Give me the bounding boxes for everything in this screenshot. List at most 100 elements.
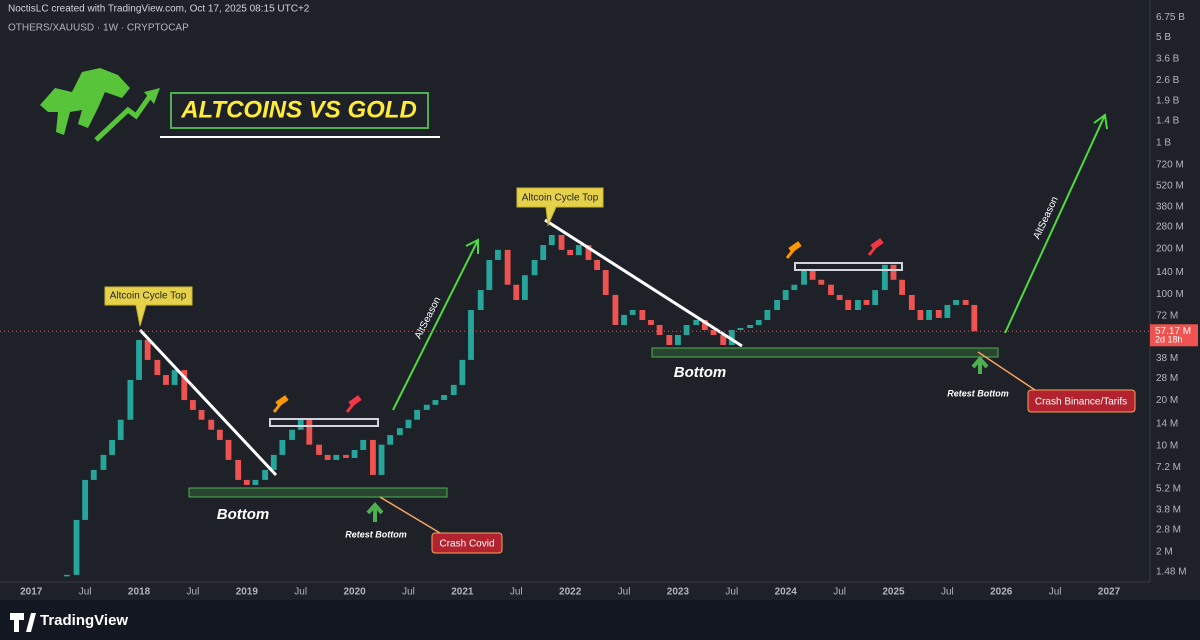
candle-body bbox=[666, 335, 673, 346]
candle-body bbox=[252, 479, 259, 485]
callout-box bbox=[104, 286, 193, 327]
candle-body bbox=[333, 454, 340, 460]
y-tick-label: 1.4 B bbox=[1156, 116, 1180, 127]
candle-body bbox=[863, 299, 870, 305]
y-tick-label: 5.2 M bbox=[1156, 484, 1181, 495]
candle-body bbox=[612, 294, 619, 325]
y-tick-label: 72 M bbox=[1156, 311, 1178, 322]
candle-body bbox=[908, 294, 915, 310]
x-tick-label: Jul bbox=[725, 587, 738, 598]
y-tick-label: 7.2 M bbox=[1156, 462, 1181, 473]
candles bbox=[63, 234, 978, 577]
x-tick-label: 2020 bbox=[343, 587, 366, 598]
y-tick-label: 380 M bbox=[1156, 201, 1184, 212]
x-tick-label: 2022 bbox=[559, 587, 582, 598]
y-tick-label: 1.48 M bbox=[1156, 566, 1187, 577]
hammer-icon bbox=[867, 238, 884, 256]
candle-body bbox=[423, 404, 430, 410]
candle-body bbox=[360, 439, 367, 450]
y-tick-label: 3.6 B bbox=[1156, 53, 1180, 64]
candle-body bbox=[63, 574, 70, 577]
candle-body bbox=[855, 299, 861, 310]
candle-body bbox=[720, 335, 727, 346]
callout-box bbox=[431, 532, 503, 554]
candle-body bbox=[656, 324, 663, 336]
x-tick-label: Jul bbox=[510, 587, 523, 598]
x-tick-label: 2019 bbox=[236, 587, 259, 598]
candle-body bbox=[109, 439, 115, 455]
bull-logo bbox=[40, 68, 160, 142]
bottom-label: Bottom bbox=[674, 364, 727, 381]
x-tick-label: 2021 bbox=[451, 587, 474, 598]
candle-body bbox=[405, 419, 412, 429]
candle-body bbox=[117, 419, 124, 440]
candle-body bbox=[171, 370, 178, 385]
candle-body bbox=[836, 294, 843, 300]
retest-label: Retest Bottom bbox=[947, 388, 1009, 398]
y-tick-label: 3.8 M bbox=[1156, 504, 1181, 515]
x-tick-label: Jul bbox=[833, 587, 846, 598]
candle-body bbox=[675, 335, 681, 346]
candle-body bbox=[316, 444, 322, 455]
candle-body bbox=[477, 290, 484, 310]
x-tick-label: 2018 bbox=[128, 587, 151, 598]
background bbox=[0, 0, 1200, 600]
candle-body bbox=[872, 290, 879, 305]
callout-pointer bbox=[379, 496, 441, 534]
candle-body bbox=[163, 375, 169, 385]
credit: NoctisLC created with TradingView.com, O… bbox=[8, 4, 310, 15]
y-tick-label: 14 M bbox=[1156, 418, 1178, 429]
candle-body bbox=[136, 339, 142, 380]
candle-body bbox=[190, 400, 196, 410]
candle-body bbox=[521, 275, 528, 300]
candle-body bbox=[495, 249, 501, 260]
candle-body bbox=[144, 339, 151, 360]
candle-body bbox=[279, 439, 286, 455]
candle-body bbox=[387, 435, 394, 445]
candle-body bbox=[414, 409, 421, 420]
candle-body bbox=[747, 324, 754, 328]
candle-body bbox=[567, 249, 574, 256]
trendline bbox=[544, 218, 743, 348]
callout-pointer bbox=[977, 351, 1036, 391]
up-arrow bbox=[366, 501, 384, 522]
callout-box bbox=[1027, 389, 1136, 413]
candle-body bbox=[235, 459, 242, 480]
x-tick-label: 2026 bbox=[990, 587, 1013, 598]
candle-body bbox=[845, 299, 852, 310]
candle-body bbox=[450, 384, 457, 396]
candle-body bbox=[774, 299, 780, 310]
candle-body bbox=[791, 284, 798, 291]
candle-body bbox=[818, 279, 825, 285]
bottom-label: Bottom bbox=[217, 506, 270, 523]
x-tick-label: Jul bbox=[1049, 587, 1062, 598]
candle-body bbox=[90, 469, 97, 480]
footer bbox=[0, 600, 1200, 640]
callout-box bbox=[516, 187, 604, 227]
hammer-icon bbox=[272, 395, 289, 413]
y-tick-label: 5 B bbox=[1156, 32, 1171, 43]
y-tick-label: 38 M bbox=[1156, 353, 1178, 364]
candle-body bbox=[639, 309, 646, 320]
candle-body bbox=[881, 264, 888, 291]
candle-body bbox=[755, 319, 762, 325]
candle-body bbox=[343, 454, 349, 458]
candle-body bbox=[764, 309, 771, 320]
candle-body bbox=[944, 304, 951, 318]
altseason-arrow bbox=[392, 238, 479, 411]
callout-text: Altcoin Cycle Top bbox=[522, 193, 599, 204]
resistance-box bbox=[794, 262, 903, 271]
candle-body bbox=[548, 234, 555, 246]
candle-body bbox=[728, 329, 735, 346]
candle-body bbox=[486, 259, 493, 291]
x-tick-label: 2027 bbox=[1098, 587, 1121, 598]
tradingview-logo bbox=[10, 613, 36, 632]
y-tick-label: 1.9 B bbox=[1156, 95, 1180, 106]
candle-body bbox=[459, 359, 466, 385]
candle-body bbox=[441, 395, 447, 401]
candle-body bbox=[468, 309, 474, 360]
candle-body bbox=[926, 309, 932, 320]
candle-body bbox=[710, 329, 717, 336]
candle-body bbox=[100, 454, 107, 470]
candle-body bbox=[621, 314, 627, 325]
